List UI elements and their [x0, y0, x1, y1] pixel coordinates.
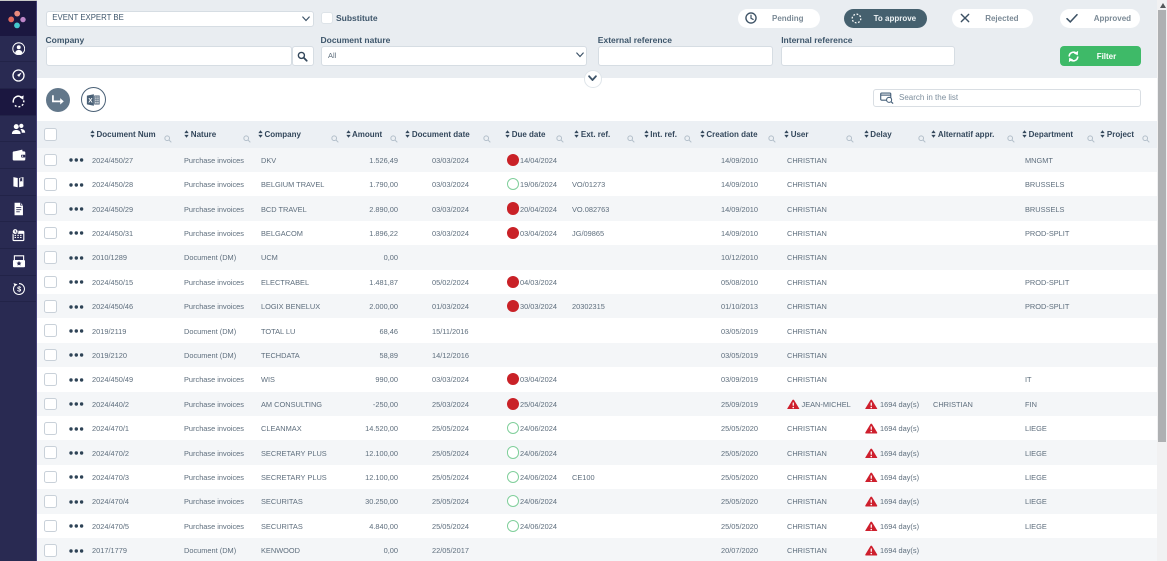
svg-text:X: X: [88, 97, 93, 104]
svg-text:$: $: [17, 284, 21, 293]
